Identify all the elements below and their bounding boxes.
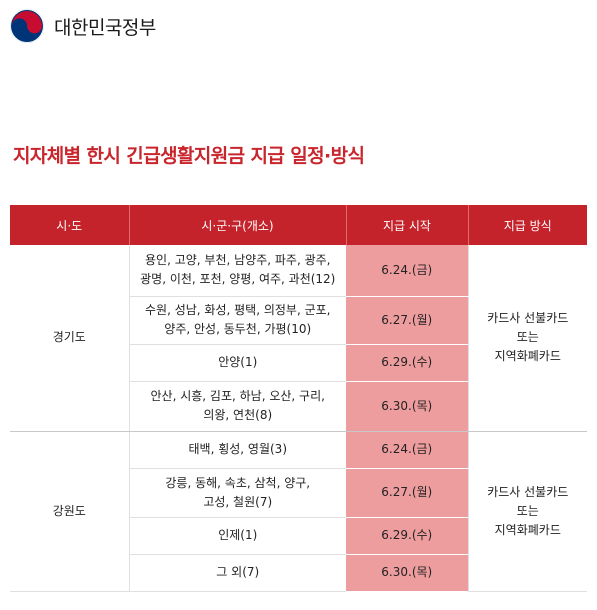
- cities-cell: 안양(1): [129, 344, 346, 382]
- cell-text-line: 강릉, 동해, 속초, 삼척, 양구,: [165, 475, 311, 490]
- region-name: 경기도: [10, 245, 130, 432]
- start-date-cell: 6.27.(월): [346, 296, 468, 345]
- table-row: 인제(1) 6.29.(수): [10, 517, 587, 555]
- table-row: 강원도 태백, 횡성, 영월(3) 6.24.(금) 카드사 선불카드 또는 지…: [10, 431, 587, 592]
- start-date-cell: 6.30.(목): [346, 381, 468, 432]
- header-region: 시·도: [10, 205, 129, 245]
- table-header-row: 시·도 시·군·구(개소) 지급 시작 지급 방식: [10, 205, 587, 245]
- cell-text-line: 양주, 안성, 동두천, 가평(10): [164, 322, 312, 336]
- header-start-date: 지급 시작: [345, 205, 468, 245]
- table-row: 경기도 용인, 고양, 부천, 남양주, 파주, 광주, 광명, 이천, 포천,…: [10, 245, 587, 432]
- start-date-cell: 6.24.(금): [346, 431, 468, 469]
- cell-text-line: 태백, 횡성, 영월(3): [188, 442, 288, 456]
- start-date-cell: 6.24.(금): [346, 245, 468, 297]
- cities-cell: 그 외(7): [129, 554, 346, 592]
- page-title: 지자체별 한시 긴급생활지원금 지급 일정·방식: [13, 145, 365, 167]
- table-row: 안양(1) 6.29.(수): [10, 344, 587, 382]
- cell-text-line: 안양(1): [218, 355, 258, 369]
- cell-text-line: 또는: [516, 503, 539, 518]
- cell-text-line: 의왕, 연천(8): [203, 408, 273, 422]
- table-row: 그 외(7) 6.30.(목): [10, 554, 587, 592]
- cities-cell: 안산, 시흥, 김포, 하남, 오산, 구리, 의왕, 연천(8): [129, 381, 346, 432]
- taegeuk-logo-icon: [10, 9, 44, 43]
- cell-text-line: 또는: [516, 330, 539, 345]
- table-row: 수원, 성남, 화성, 평택, 의정부, 군포, 양주, 안성, 동두천, 가평…: [10, 296, 587, 345]
- site-header: 대한민국정부: [10, 6, 156, 46]
- cities-cell: 수원, 성남, 화성, 평택, 의정부, 군포, 양주, 안성, 동두천, 가평…: [129, 296, 346, 345]
- cities-cell: 인제(1): [129, 517, 346, 555]
- cities-cell: 강릉, 동해, 속초, 삼척, 양구, 고성, 철원(7): [129, 468, 346, 518]
- table-row: 안산, 시흥, 김포, 하남, 오산, 구리, 의왕, 연천(8) 6.30.(…: [10, 381, 587, 432]
- cell-text-line: 인제(1): [218, 528, 258, 542]
- cell-text-line: 고성, 철원(7): [203, 494, 273, 509]
- cell-text-line: 카드사 선불카드: [487, 311, 569, 326]
- payment-schedule-table: 시·도 시·군·구(개소) 지급 시작 지급 방식 경기도 용인, 고양, 부천…: [10, 205, 587, 592]
- method-cell: 카드사 선불카드 또는 지역화폐카드: [467, 245, 587, 432]
- cell-text-line: 지역화폐카드: [494, 522, 561, 537]
- start-date-cell: 6.30.(목): [346, 554, 468, 592]
- government-name: 대한민국정부: [54, 16, 156, 39]
- cell-text-line: 그 외(7): [216, 565, 260, 579]
- cities-cell: 용인, 고양, 부천, 남양주, 파주, 광주, 광명, 이천, 포천, 양평,…: [129, 245, 346, 297]
- start-date-cell: 6.29.(수): [346, 344, 468, 382]
- cell-text-line: 지역화폐카드: [494, 349, 561, 364]
- region-name: 강원도: [10, 431, 130, 592]
- cell-text-line: 카드사 선불카드: [487, 484, 569, 499]
- header-cities: 시·군·구(개소): [128, 205, 346, 245]
- cell-text-line: 수원, 성남, 화성, 평택, 의정부, 군포,: [145, 303, 331, 317]
- cities-cell: 태백, 횡성, 영월(3): [129, 431, 346, 469]
- cell-text-line: 용인, 고양, 부천, 남양주, 파주, 광주,: [145, 253, 331, 268]
- table-row: 강릉, 동해, 속초, 삼척, 양구, 고성, 철원(7) 6.27.(월): [10, 468, 587, 518]
- start-date-cell: 6.29.(수): [346, 517, 468, 555]
- header-method: 지급 방식: [467, 205, 587, 245]
- cell-text-line: 광명, 이천, 포천, 양평, 여주, 과천(12): [140, 272, 336, 287]
- cell-text-line: 안산, 시흥, 김포, 하남, 오산, 구리,: [150, 389, 325, 403]
- start-date-cell: 6.27.(월): [346, 468, 468, 518]
- method-cell: 카드사 선불카드 또는 지역화폐카드: [467, 431, 587, 592]
